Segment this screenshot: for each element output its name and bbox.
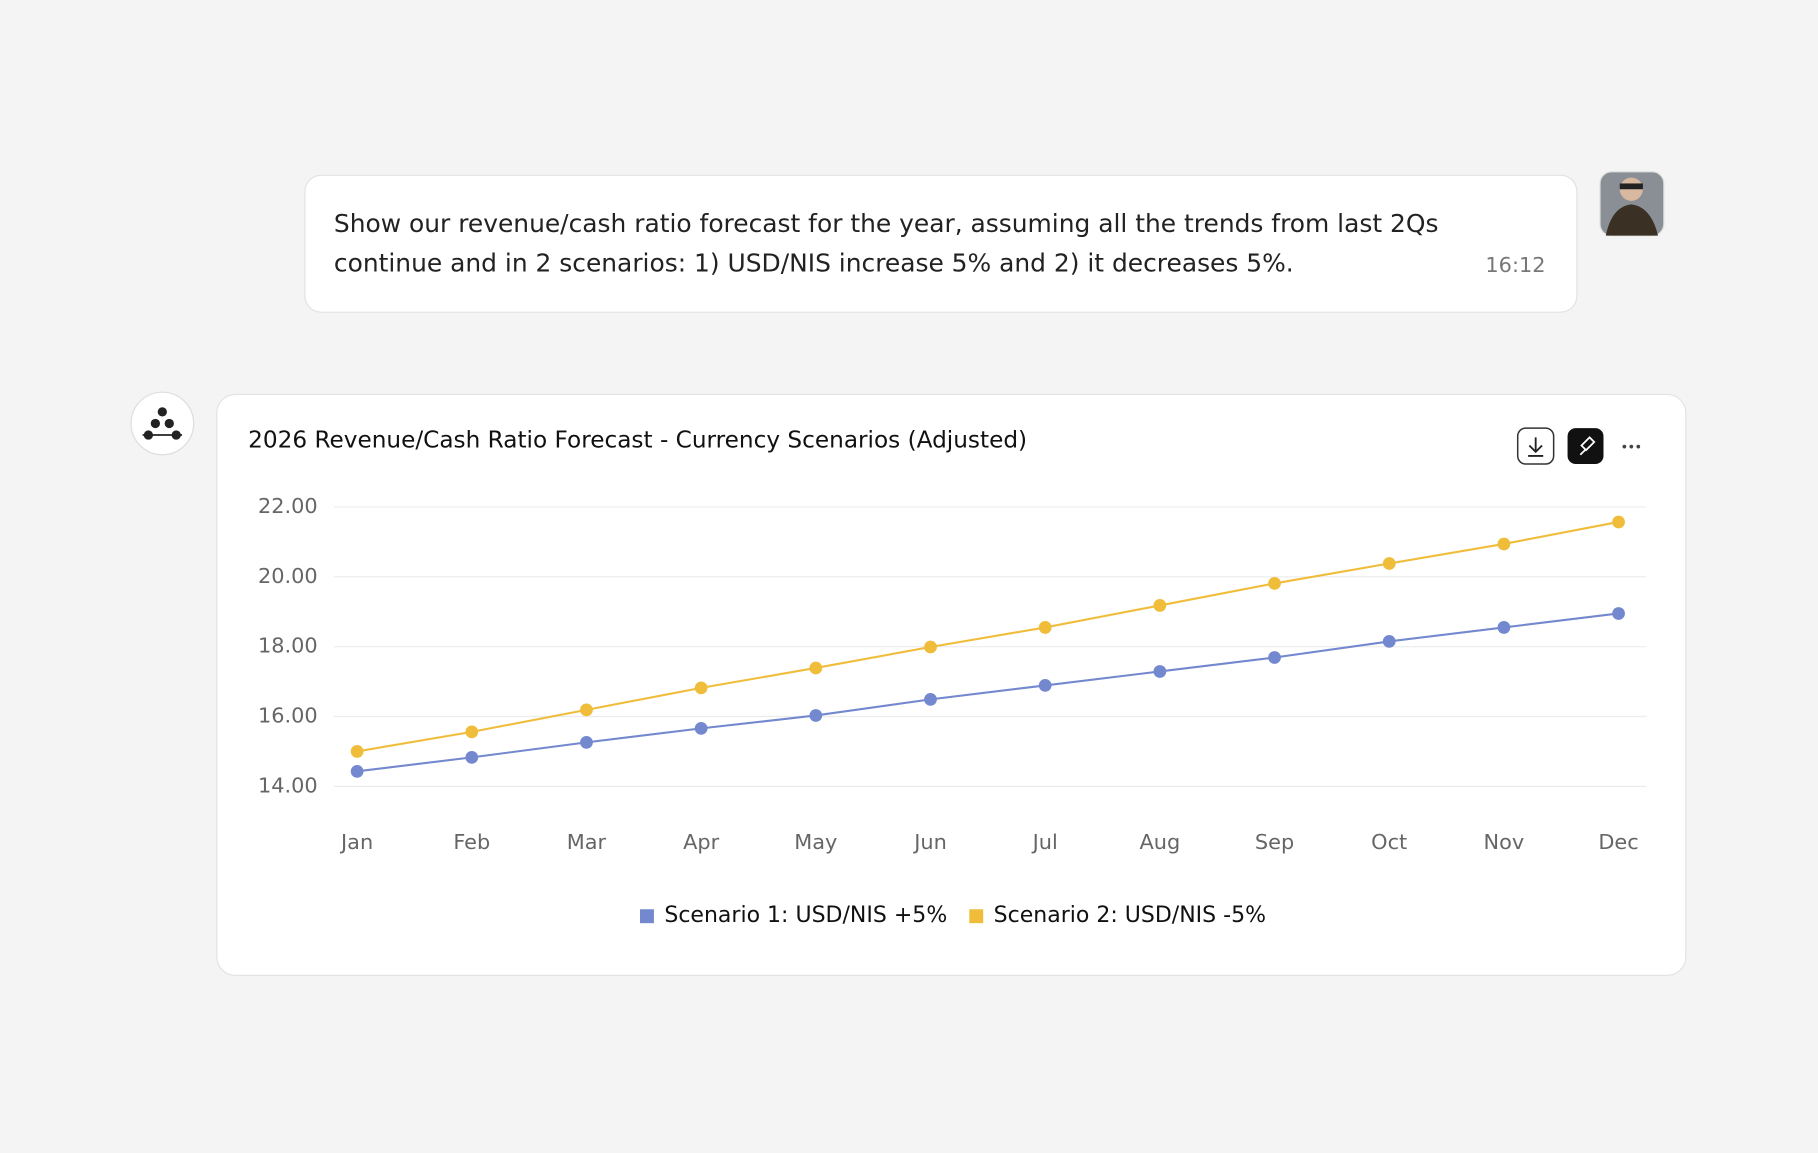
series-line: [356, 520, 1619, 753]
y-tick-label: 16.00: [258, 704, 318, 728]
x-tick-label: Sep: [1255, 830, 1294, 854]
chart-title: 2026 Revenue/Cash Ratio Forecast - Curre…: [248, 426, 1027, 453]
x-tick-label: Dec: [1598, 830, 1638, 854]
data-point: [1612, 515, 1625, 529]
x-tick-label: Aug: [1139, 830, 1180, 854]
assistant-avatar: [130, 391, 195, 456]
data-point: [1268, 651, 1281, 664]
message-line: Show our revenue/cash ratio forecast for…: [334, 209, 1439, 238]
data-point: [1268, 577, 1281, 590]
data-point: [809, 709, 823, 722]
data-point: [1382, 635, 1396, 648]
y-tick-label: 14.00: [258, 773, 318, 797]
message-time: 16:12: [1485, 253, 1545, 277]
message-line: continue and in 2 scenarios: 1) USD/NIS …: [334, 249, 1294, 278]
data-point: [350, 764, 364, 778]
data-point: [465, 725, 479, 739]
x-tick-label: Jan: [339, 830, 373, 854]
data-point: [1153, 599, 1167, 612]
data-point: [694, 722, 708, 735]
download-button[interactable]: [1516, 427, 1555, 465]
y-tick-label: 20.00: [258, 564, 318, 588]
series-line: [356, 612, 1619, 773]
legend-label: Scenario 1: USD/NIS +5%: [664, 903, 947, 928]
data-point: [1153, 665, 1167, 678]
x-tick-label: May: [794, 830, 837, 854]
y-tick-label: 22.00: [258, 494, 318, 518]
y-tick-label: 18.00: [258, 634, 318, 658]
chart-card: [216, 393, 1687, 976]
data-point: [580, 703, 593, 717]
more-button[interactable]: [1622, 444, 1641, 449]
legend-swatch: [640, 909, 654, 924]
data-point: [1382, 557, 1396, 570]
data-point: [1038, 679, 1052, 692]
data-point: [924, 640, 937, 654]
x-tick-label: Oct: [1371, 830, 1407, 854]
data-point: [924, 693, 937, 706]
data-point: [1038, 621, 1052, 634]
x-tick-label: Apr: [683, 830, 720, 854]
data-point: [580, 735, 593, 749]
legend-swatch: [969, 909, 984, 924]
user-avatar[interactable]: [1599, 171, 1665, 237]
data-point: [465, 750, 479, 764]
data-point: [1612, 607, 1625, 620]
data-point: [1497, 621, 1511, 634]
pin-button[interactable]: [1567, 428, 1604, 465]
plot: 14.00 16.00 18.00 20.00 22.00 Jan Feb Mar Apr May…: [258, 494, 1647, 928]
x-tick-label: Jun: [912, 830, 947, 854]
x-tick-label: Mar: [567, 830, 607, 854]
data-point: [1497, 537, 1511, 551]
data-point: [350, 745, 364, 758]
x-tick-label: Jul: [1031, 830, 1058, 854]
legend-label: Scenario 2: USD/NIS -5%: [994, 903, 1266, 928]
x-tick-label: Feb: [453, 830, 490, 854]
message-bubble: [304, 174, 1578, 313]
data-point: [809, 661, 823, 675]
data-point: [694, 681, 708, 695]
x-tick-label: Nov: [1484, 830, 1525, 854]
